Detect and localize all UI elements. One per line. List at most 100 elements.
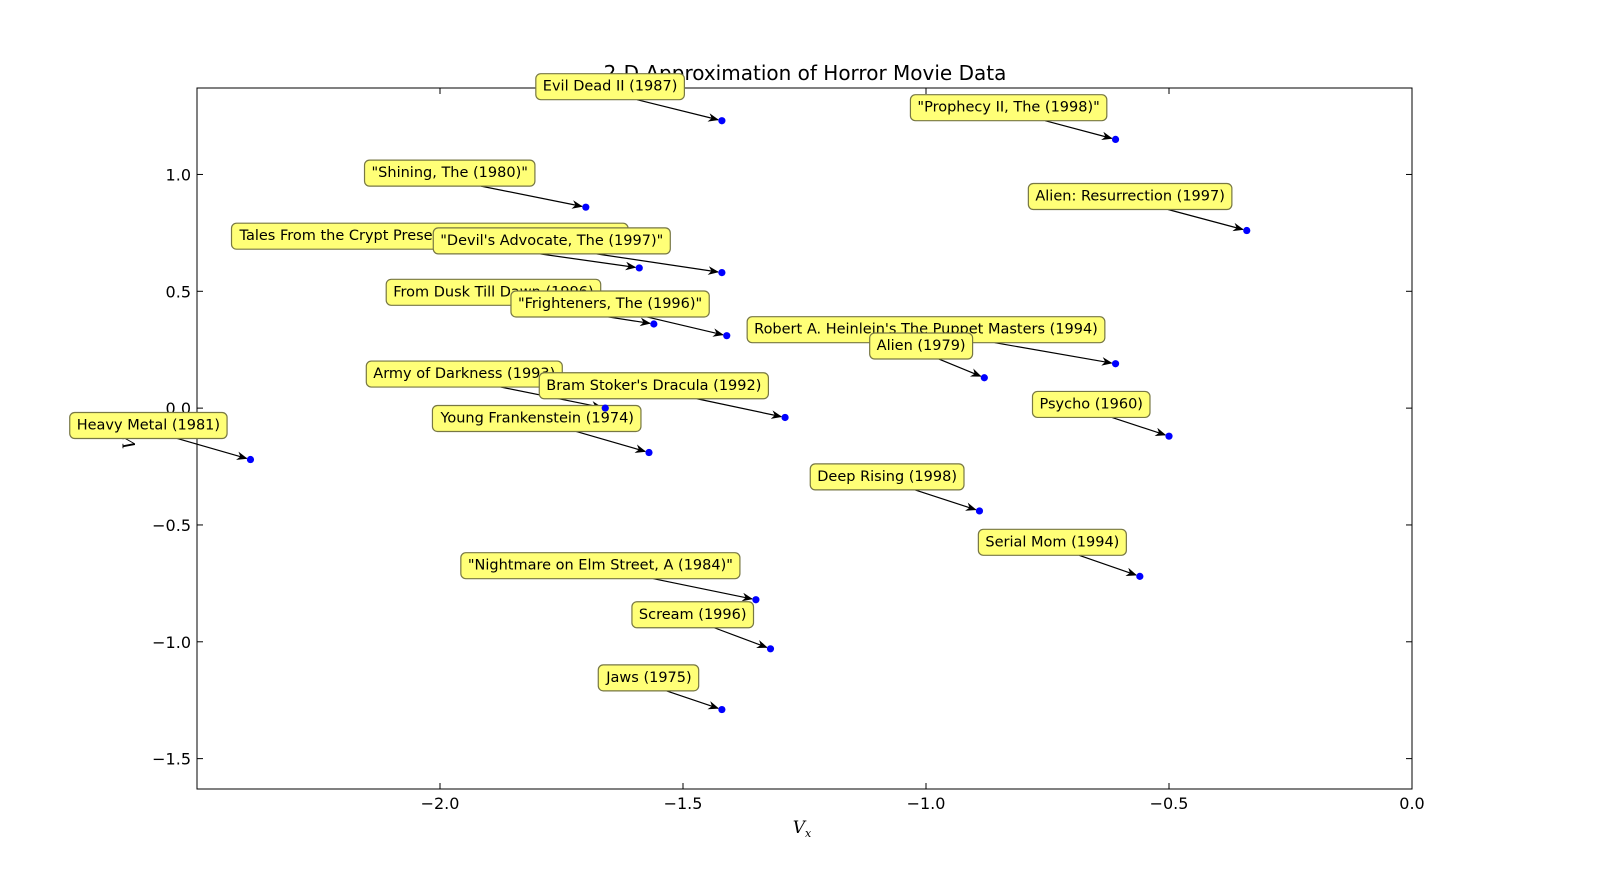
point-label: Evil Dead II (1987) [543, 79, 678, 95]
annotation-box [631, 601, 755, 629]
point-label: Young Frankenstein (1974) [439, 410, 634, 426]
data-point [718, 705, 726, 714]
point-label: "Frighteners, The (1996)" [518, 296, 702, 312]
annotation-label: "Shining, The (1980)" [363, 159, 536, 187]
annotation-arrow [596, 253, 719, 275]
point-label: Robert A. Heinlein's The Puppet Masters … [754, 322, 1098, 338]
annotation-box [431, 404, 642, 433]
x-tick-label: −1.0 [907, 794, 946, 813]
annotation-box [538, 372, 770, 400]
data-point [601, 404, 609, 412]
x-axis-label-main: V [793, 818, 807, 838]
annotations: Evil Dead II (1987) "Prophecy II, The (19… [69, 73, 1251, 714]
point-label: Alien: Resurrection (1997) [1035, 188, 1225, 204]
data-point [723, 332, 731, 340]
data-point [1111, 360, 1120, 368]
annotation-box [1027, 182, 1233, 211]
annotation-label: "Prophecy II, The (1998)" [909, 94, 1108, 122]
annotation-arrow [1044, 120, 1113, 141]
point-label: Army of Darkness (1993) [373, 366, 555, 382]
annotation-arrow [914, 489, 977, 511]
point-label: Psycho (1960) [1039, 396, 1142, 412]
annotation-arrow [1078, 554, 1138, 576]
annotation-box [510, 290, 710, 318]
annotation-label: Alien: Resurrection (1997) [1027, 182, 1233, 211]
annotation-box [977, 528, 1127, 556]
annotation-box [535, 73, 685, 101]
annotation-box [432, 227, 671, 255]
annotation-label: Young Frankenstein (1974) [431, 404, 642, 433]
annotation-label: Serial Mom (1994) [977, 528, 1127, 556]
annotation-label: Bram Stoker's Dracula (1992) [538, 372, 770, 400]
annotation-box [460, 552, 741, 580]
x-axis-label: Vx [793, 818, 812, 840]
annotation-arrow [1167, 208, 1244, 232]
annotation-arrow [938, 358, 982, 377]
data-point [766, 645, 775, 653]
data-point [246, 455, 255, 464]
data-point [975, 507, 984, 515]
annotation-label: Robert A. Heinlein's The Puppet Masters … [746, 316, 1106, 344]
data-point [582, 203, 590, 211]
y-tick-label: 0.5 [166, 282, 191, 301]
annotation-box [869, 332, 974, 360]
y-tick-label: −0.5 [152, 516, 191, 535]
annotation-label: Evil Dead II (1987) [535, 73, 685, 101]
annotation-label: Psycho (1960) [1031, 390, 1151, 419]
data-point [1136, 572, 1144, 580]
x-axis-label-sub: x [805, 827, 812, 840]
annotation-box [363, 159, 536, 187]
annotation-arrow [696, 398, 783, 419]
annotation-label: "Devil's Advocate, The (1997)" [432, 227, 671, 255]
annotation-arrow [653, 578, 754, 602]
point-label: Heavy Metal (1981) [77, 417, 220, 433]
data-point [1165, 432, 1173, 440]
point-label: "Shining, The (1980)" [372, 165, 528, 181]
data-point [718, 268, 726, 277]
point-label: Deep Rising (1998) [817, 469, 957, 485]
annotation-box [597, 664, 700, 692]
annotation-arrow [666, 690, 720, 710]
annotation-arrow [480, 185, 583, 209]
annotation-box [1031, 390, 1151, 419]
point-label: "Devil's Advocate, The (1997)" [440, 233, 663, 249]
x-axis: −2.0 −1.5 −1.0 −0.5 0.0 [421, 88, 1425, 813]
point-label: Bram Stoker's Dracula (1992) [546, 378, 761, 394]
annotation-arrow [176, 437, 248, 460]
annotation-box [69, 411, 228, 440]
annotation-box [909, 94, 1108, 122]
annotation-label: Heavy Metal (1981) [69, 411, 228, 440]
data-point [635, 264, 643, 272]
x-tick-label: −2.0 [421, 794, 460, 813]
y-tick-label: −1.5 [152, 750, 191, 769]
data-point [645, 448, 653, 457]
point-label: "Nightmare on Elm Street, A (1984)" [468, 558, 733, 574]
annotation-arrow [1111, 416, 1167, 436]
point-label: "Prophecy II, The (1998)" [917, 100, 1099, 116]
annotation-label: "Frighteners, The (1996)" [510, 290, 710, 318]
annotation-arrow [636, 99, 720, 122]
data-point [718, 117, 726, 125]
x-tick-label: 0.0 [1399, 794, 1424, 813]
data-point [1111, 135, 1120, 144]
data-point [781, 413, 789, 422]
annotation-arrow [994, 342, 1113, 366]
data-point [650, 320, 658, 328]
y-axis: 1.00.50.0−0.5−1.0−1.5 [152, 165, 1412, 769]
point-label: Serial Mom (1994) [985, 534, 1119, 550]
annotation-label: "Nightmare on Elm Street, A (1984)" [460, 552, 741, 580]
annotation-box [809, 463, 965, 491]
annotation-label: Scream (1996) [631, 601, 755, 629]
x-tick-label: −1.5 [664, 794, 703, 813]
x-tick-label: −0.5 [1150, 794, 1189, 813]
annotation-arrow [714, 627, 768, 649]
annotation-arrow [646, 316, 724, 337]
y-tick-label: 1.0 [166, 165, 191, 184]
data-point [752, 596, 760, 604]
data-point [1243, 226, 1251, 235]
annotation-arrow [575, 430, 647, 453]
data-points [246, 117, 1251, 714]
annotation-label: Deep Rising (1998) [809, 463, 965, 491]
annotation-boxes: Evil Dead II (1987) "Prophecy II, The (19… [69, 73, 1233, 692]
